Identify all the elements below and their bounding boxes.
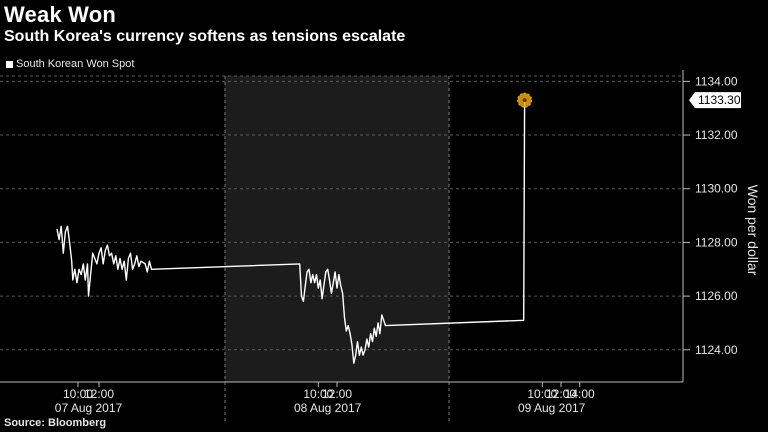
- y-axis-title: Won per dollar: [745, 185, 761, 276]
- chart-subtitle: South Korea's currency softens as tensio…: [4, 28, 406, 45]
- series-line: [56, 100, 526, 364]
- y-tick-label: 1132.00: [695, 128, 738, 142]
- y-tick-label: 1126.00: [695, 289, 738, 303]
- x-tick-label: 12:00: [322, 387, 352, 401]
- x-tick-label: 10:00: [63, 387, 93, 401]
- legend: South Korean Won Spot: [6, 58, 134, 70]
- last-value-label: 1133.30: [698, 93, 741, 107]
- y-tick-label: 1124.00: [695, 343, 738, 357]
- chart-title: Weak Won: [4, 2, 117, 27]
- x-tick-label: 10:00: [303, 387, 333, 401]
- y-tick-label: 1128.00: [695, 235, 738, 249]
- x-date-label: 07 Aug 2017: [55, 401, 123, 415]
- y-tick-label: 1134.00: [695, 74, 738, 88]
- x-date-label: 08 Aug 2017: [294, 401, 362, 415]
- source-note: Source: Bloomberg: [4, 417, 107, 429]
- legend-label: South Korean Won Spot: [16, 58, 135, 70]
- x-tick-label: 10:00: [527, 387, 557, 401]
- y-tick-label: 1130.00: [695, 182, 738, 196]
- x-tick-label: 12:00: [84, 387, 114, 401]
- x-tick-label: 14:00: [565, 387, 595, 401]
- shaded-session: [225, 76, 449, 382]
- last-value-callout: [689, 92, 741, 109]
- x-tick-label: 12:00: [546, 387, 576, 401]
- legend-swatch: [6, 60, 13, 68]
- last-value-marker-dot: [522, 98, 527, 103]
- x-date-label: 09 Aug 2017: [518, 401, 586, 415]
